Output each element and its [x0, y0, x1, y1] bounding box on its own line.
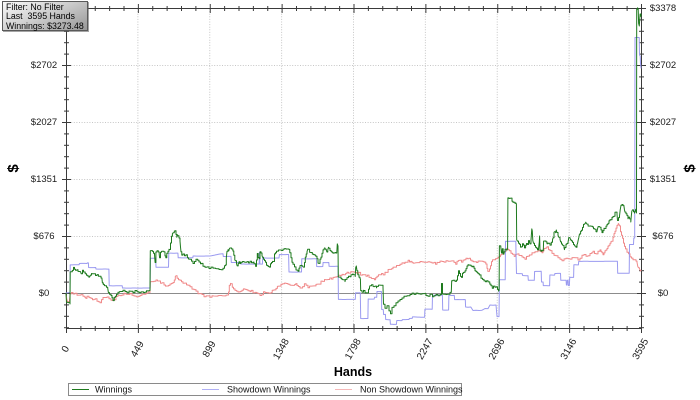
- svg-text:Non Showdown Winnings: Non Showdown Winnings: [360, 385, 463, 395]
- svg-text:$2027: $2027: [31, 117, 57, 128]
- svg-text:$1351: $1351: [650, 174, 676, 185]
- svg-text:Hands: Hands: [334, 365, 372, 379]
- svg-text:$1351: $1351: [31, 174, 57, 185]
- svg-text:$: $: [5, 164, 22, 173]
- svg-text:0: 0: [60, 344, 73, 355]
- svg-text:$676: $676: [33, 231, 54, 242]
- svg-text:$2702: $2702: [650, 60, 676, 71]
- svg-text:$0: $0: [39, 288, 50, 299]
- svg-text:$2027: $2027: [650, 117, 676, 128]
- svg-text:Showdown Winnings: Showdown Winnings: [227, 385, 311, 395]
- svg-text:$0: $0: [658, 288, 669, 299]
- svg-text:$3378: $3378: [650, 3, 676, 14]
- svg-text:$676: $676: [652, 231, 673, 242]
- svg-text:$: $: [682, 164, 699, 173]
- svg-text:$2702: $2702: [31, 60, 57, 71]
- svg-text:Winnings: Winnings: [95, 385, 133, 395]
